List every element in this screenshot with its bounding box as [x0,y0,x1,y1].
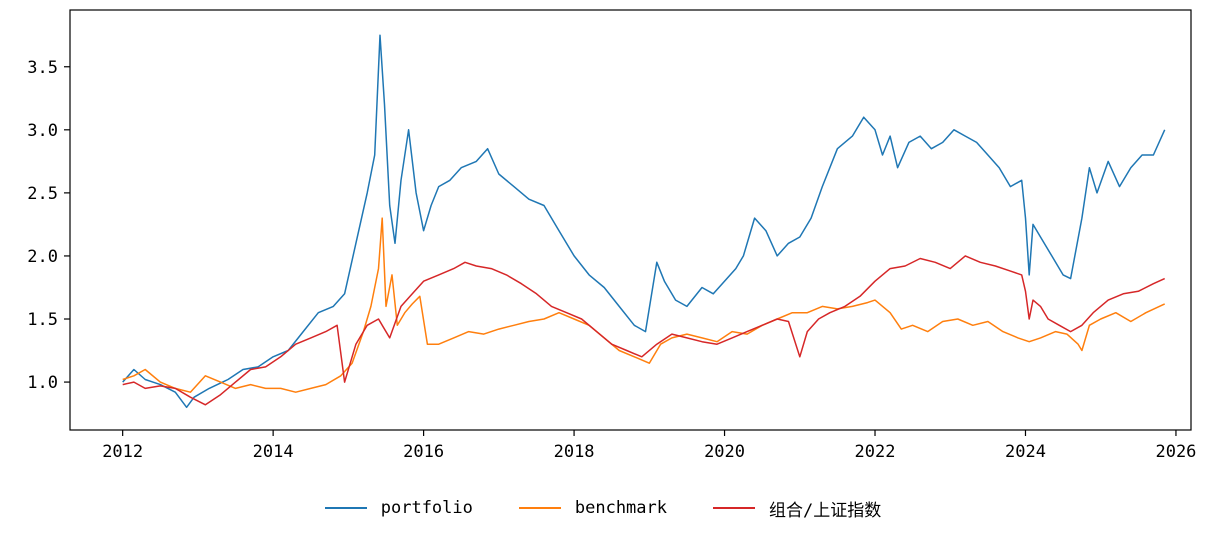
legend-item-ratio: 组合/上证指数 [713,496,881,521]
legend-swatch-portfolio [324,507,367,509]
y-axis: 1.0 1.5 2.0 2.5 3.0 3.5 [27,58,70,393]
legend-label-portfolio: portfolio [380,498,473,518]
legend-swatch-ratio [713,507,755,509]
x-tick-label-2022: 2022 [855,442,896,462]
x-axis: 2012 2014 2016 2018 2020 2022 2024 2026 [102,430,1196,462]
y-tick-label-1.0: 1.0 [27,373,58,393]
series-layer [122,34,1166,409]
legend-swatch-benchmark [518,507,561,509]
plot-frame [69,9,1192,431]
series-line-3 [122,255,1166,406]
y-tick-label-3.0: 3.0 [27,121,58,141]
series-line-2 [122,217,1166,393]
x-tick-label-2020: 2020 [704,442,745,462]
legend-label-ratio: 组合/上证指数 [769,500,882,521]
legend-label-benchmark: benchmark [574,498,667,518]
x-tick-label-2026: 2026 [1155,442,1196,462]
series-line-1 [122,34,1166,409]
y-tick-label-3.5: 3.5 [27,58,58,78]
legend-item-portfolio: portfolio [324,498,473,518]
legend-item-benchmark: benchmark [518,498,667,518]
y-tick-label-2.0: 2.0 [27,247,58,267]
x-tick-label-2016: 2016 [403,442,444,462]
x-tick-label-2024: 2024 [1005,442,1046,462]
x-tick-label-2014: 2014 [253,442,294,462]
legend: portfolio benchmark 组合/上证指数 [0,490,1206,526]
y-tick-label-2.5: 2.5 [27,184,58,204]
y-tick-label-1.5: 1.5 [27,310,58,330]
x-tick-label-2012: 2012 [102,442,143,462]
x-tick-label-2018: 2018 [554,442,595,462]
